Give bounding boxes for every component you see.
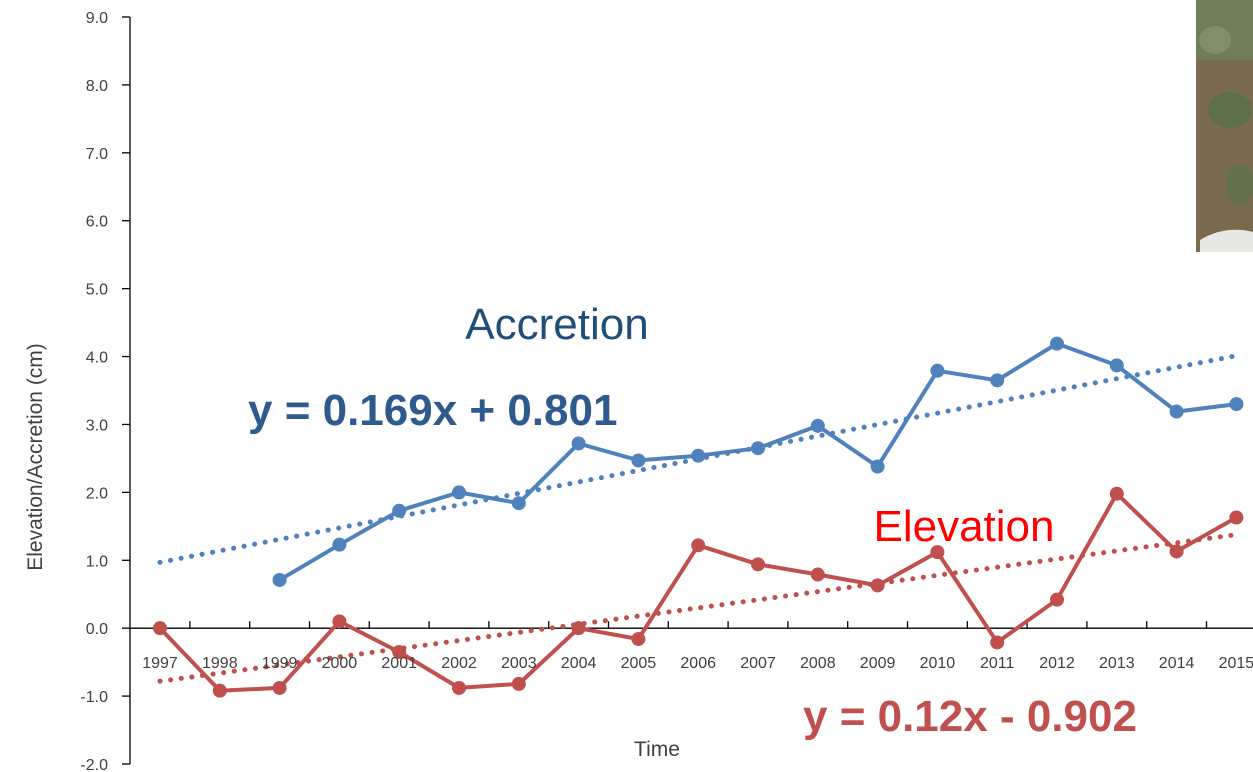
elevation-point: [332, 614, 347, 629]
elevation-point: [571, 621, 586, 636]
accretion-point: [1050, 336, 1064, 351]
marsh-photo: [1196, 0, 1253, 252]
y-axis-title: Elevation/Accretion (cm): [24, 343, 47, 571]
accretion-point: [511, 496, 526, 511]
x-axis-title: Time: [634, 738, 680, 761]
x-tick-label: 2009: [860, 655, 896, 672]
x-tick-label: 2013: [1099, 655, 1135, 672]
accretion-equation: y = 0.169x + 0.801: [248, 386, 617, 435]
elevation-point: [631, 632, 646, 647]
elevation-point: [392, 644, 407, 659]
x-tick-label: 2002: [441, 655, 477, 672]
accretion-point: [571, 436, 586, 451]
accretion-point: [1229, 397, 1244, 412]
y-tick-label: 6.0: [86, 214, 108, 231]
accretion-line: [278, 341, 1237, 582]
elevation-point: [212, 683, 227, 698]
elevation-equation: y = 0.12x - 0.902: [803, 692, 1137, 741]
accretion-point: [631, 453, 646, 468]
y-tick-label: 2.0: [86, 485, 108, 502]
y-tick-label: 0.0: [86, 621, 108, 638]
x-tick-label: 2005: [621, 655, 657, 672]
elevation-trendline: [157, 532, 1239, 684]
y-tick-label: 3.0: [86, 417, 108, 434]
y-tick-label: 8.0: [86, 78, 108, 95]
x-tick-label: 2012: [1039, 655, 1075, 672]
accretion-point: [272, 572, 287, 587]
accretion-point: [1109, 358, 1124, 373]
x-tick-label: 2003: [501, 655, 537, 672]
accretion-point: [691, 448, 706, 463]
accretion-point: [930, 363, 945, 378]
y-tick-label: 7.0: [86, 146, 108, 163]
x-tick-label: 2006: [680, 655, 716, 672]
y-tick-label: 4.0: [86, 350, 108, 367]
accretion-point: [392, 503, 407, 518]
elevation-point: [511, 676, 526, 691]
elevation-point: [452, 680, 466, 695]
x-tick-label: 2001: [381, 655, 417, 672]
x-tick-label: 2010: [920, 655, 956, 672]
accretion-point: [810, 418, 825, 433]
x-tick-label: 2004: [561, 655, 597, 672]
x-tick-label: 1999: [262, 655, 298, 672]
y-tick-label: 1.0: [86, 553, 108, 570]
y-tick-label: 5.0: [86, 282, 108, 299]
y-tick-label: -2.0: [80, 757, 108, 772]
y-tick-label: -1.0: [80, 689, 108, 706]
elevation-point: [1169, 544, 1184, 559]
elevation-point: [691, 538, 706, 553]
elevation-point: [153, 621, 167, 636]
accretion-point: [870, 459, 885, 474]
elevation-point: [751, 557, 765, 572]
elevation-point: [810, 567, 825, 582]
x-tick-label: 2014: [1159, 655, 1195, 672]
elevation-point: [930, 545, 945, 560]
x-tick-label: 2015: [1219, 655, 1253, 672]
elevation-point: [870, 578, 885, 593]
y-tick-label: 9.0: [86, 10, 108, 27]
accretion-series-label: Accretion: [465, 300, 648, 349]
axes: [122, 16, 1253, 765]
accretion-point: [1169, 404, 1184, 419]
accretion-point: [990, 373, 1005, 388]
elevation-point: [1109, 486, 1124, 501]
elevation-point: [990, 635, 1005, 650]
elevation-point: [1050, 592, 1064, 607]
x-tick-label: 2011: [980, 655, 1015, 672]
series: [153, 336, 1244, 698]
elevation-series-label: Elevation: [873, 502, 1054, 551]
accretion-point: [751, 441, 765, 456]
x-tick-label: 1997: [142, 655, 178, 672]
tick-labels: -2.0 -1.0 0.0 1.0 2.0 3.0 4.0 5.0 6.0 7.0 8.0 9.0 19…: [80, 10, 1253, 772]
accretion-point: [332, 537, 347, 552]
x-tick-label: 2000: [322, 655, 358, 672]
accretion-point: [452, 485, 466, 500]
x-tick-label: 1998: [202, 655, 238, 672]
x-tick-label: 2007: [740, 655, 776, 672]
x-tick-label: 2008: [800, 655, 836, 672]
elevation-point: [1229, 510, 1244, 525]
elevation-point: [272, 680, 287, 695]
